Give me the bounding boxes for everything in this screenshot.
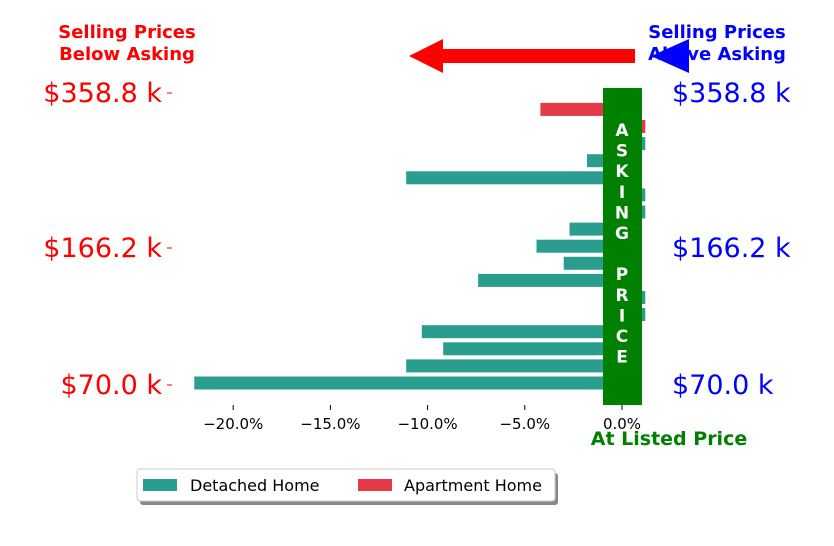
- left-arrow-shaft: [441, 49, 635, 63]
- bar-detached-home: [406, 171, 622, 185]
- legend-label-detached: Detached Home: [190, 476, 320, 495]
- asking-price-letter: K: [615, 162, 629, 182]
- asking-price-letter: R: [615, 286, 628, 306]
- asking-price-letter: C: [616, 327, 628, 347]
- legend-box: [136, 468, 556, 502]
- asking-price-letter: P: [616, 265, 628, 285]
- asking-price-letter: I: [619, 306, 625, 326]
- asking-price-letter: A: [615, 121, 629, 141]
- asking-price-letter: N: [615, 203, 629, 223]
- bar-apartment-home: [540, 102, 622, 116]
- asking-price-letter: S: [616, 142, 628, 162]
- asking-price-letter: E: [616, 348, 628, 368]
- y-tick-label-right: $70.0 k: [672, 370, 774, 401]
- y-axis-left: $358.8 k $166.2 k $70.0 k: [43, 78, 172, 401]
- x-tick-label: −10.0%: [397, 415, 457, 433]
- bar-detached-home: [443, 342, 622, 356]
- y-tick-label-right: $358.8 k: [672, 78, 791, 109]
- y-tick-label-left: $70.0 k: [60, 370, 162, 401]
- asking-price-band: [603, 88, 642, 405]
- y-tick-label-left: $166.2 k: [43, 233, 162, 264]
- legend: Detached Home Apartment Home: [136, 468, 558, 505]
- x-axis: −20.0% −15.0% −10.0% −5.0% 0.0%: [203, 405, 641, 433]
- below-asking-label: Selling Prices Below Asking: [58, 22, 195, 65]
- legend-swatch-detached: [143, 479, 177, 491]
- asking-price-letter: G: [615, 224, 629, 244]
- y-tick-label-left: $358.8 k: [43, 78, 162, 109]
- legend-swatch-apartment: [358, 479, 392, 491]
- left-arrow-head: [409, 39, 443, 73]
- left-arrow: [409, 39, 635, 73]
- bar-detached-home: [194, 376, 623, 390]
- x-tick-label: −5.0%: [499, 415, 550, 433]
- bar-detached-home: [478, 273, 622, 287]
- x-tick-label: −15.0%: [300, 415, 360, 433]
- x-tick-label: −20.0%: [203, 415, 263, 433]
- legend-label-apartment: Apartment Home: [404, 476, 542, 495]
- y-axis-right: $358.8 k $166.2 k $70.0 k: [672, 78, 791, 401]
- at-listed-price-label: At Listed Price: [591, 428, 747, 450]
- bar-detached-home: [536, 239, 622, 253]
- bar-detached-home: [421, 325, 622, 339]
- asking-price-letter: I: [619, 183, 625, 203]
- right-arrow-head: [651, 39, 689, 73]
- bar-detached-home: [406, 359, 622, 373]
- x-tick-label: 0.0%: [603, 415, 641, 433]
- y-tick-label-right: $166.2 k: [672, 233, 791, 264]
- bars-layer: [194, 102, 646, 390]
